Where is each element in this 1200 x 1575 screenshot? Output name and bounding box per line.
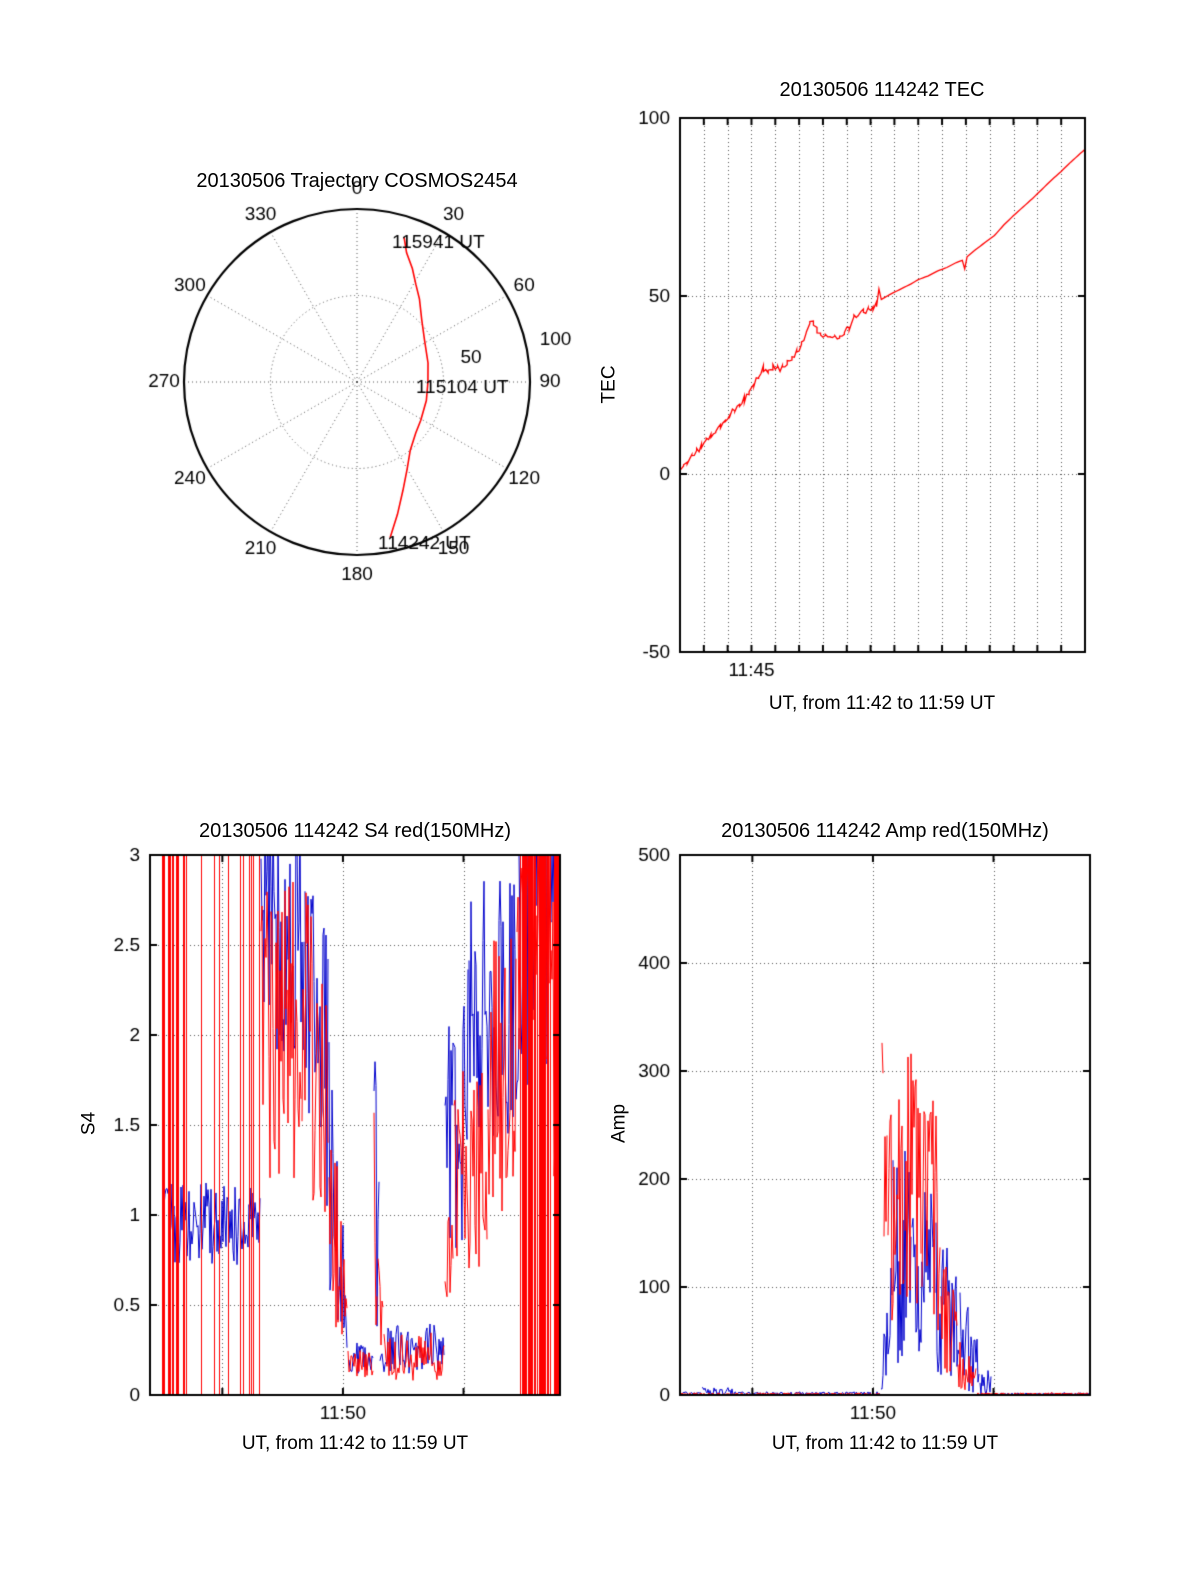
tec-y-axis-label: TEC — [598, 365, 620, 404]
trajectory-plot-title: 20130506 Trajectory COSMOS2454 — [196, 170, 518, 192]
tec-x-axis-label: UT, from 11:42 to 11:59 UT — [768, 693, 996, 714]
s4-plot-title: 20130506 114242 S4 red(150MHz) — [198, 820, 512, 842]
amp-x-axis-label: UT, from 11:42 to 11:59 UT — [771, 1433, 999, 1454]
s4-y-axis-label: S4 — [78, 1111, 100, 1136]
s4-x-axis-label: UT, from 11:42 to 11:59 UT — [241, 1433, 469, 1454]
tec-plot-title: 20130506 114242 TEC — [779, 79, 985, 101]
amp-y-axis-label: Amp — [608, 1103, 630, 1143]
amp-plot-title: 20130506 114242 Amp red(150MHz) — [721, 820, 1049, 842]
